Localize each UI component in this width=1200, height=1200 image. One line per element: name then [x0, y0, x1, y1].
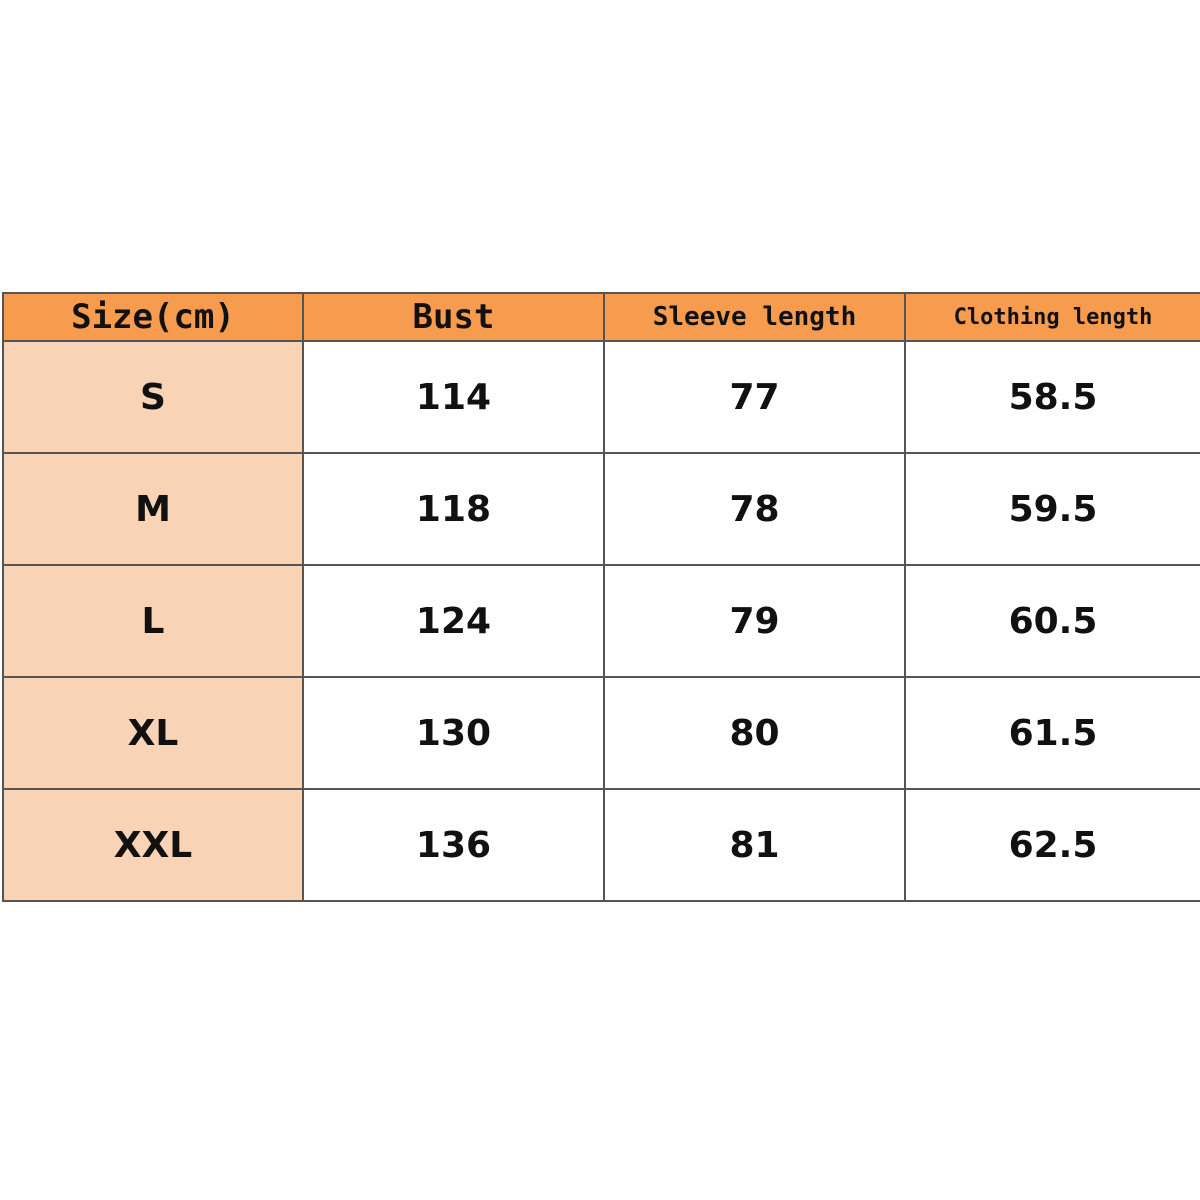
table-cell: 130: [302, 676, 605, 790]
header-cell: Bust: [302, 292, 605, 342]
table-cell: 81: [603, 788, 906, 902]
table-cell: 60.5: [904, 564, 1200, 678]
table-cell: XL: [2, 676, 304, 790]
table-row: M 118 78 59.5: [2, 452, 1200, 566]
size-table: Size(cm) Bust Sleeve length Clothing length…: [2, 292, 1200, 902]
table-cell: 77: [603, 340, 906, 454]
table-cell: 118: [302, 452, 605, 566]
table-cell: 58.5: [904, 340, 1200, 454]
table-cell: 114: [302, 340, 605, 454]
table-cell: 61.5: [904, 676, 1200, 790]
table-row: XXL 136 81 62.5: [2, 788, 1200, 902]
table-cell: L: [2, 564, 304, 678]
table-cell: 59.5: [904, 452, 1200, 566]
header-cell: Size(cm): [2, 292, 304, 342]
table-row: XL 130 80 61.5: [2, 676, 1200, 790]
table-cell: 136: [302, 788, 605, 902]
table-cell: 124: [302, 564, 605, 678]
table-cell: 80: [603, 676, 906, 790]
table-body: S 114 77 58.5 M 118 78 59.5 L 124 79 60.5 XL 130 80 61.…: [2, 340, 1200, 902]
table-cell: 62.5: [904, 788, 1200, 902]
table-cell: S: [2, 340, 304, 454]
table-row: L 124 79 60.5: [2, 564, 1200, 678]
table-cell: XXL: [2, 788, 304, 902]
header-cell: Sleeve length: [603, 292, 906, 342]
table-cell: 78: [603, 452, 906, 566]
table-cell: M: [2, 452, 304, 566]
table-cell: 79: [603, 564, 906, 678]
header-cell: Clothing length: [904, 292, 1200, 342]
table-row: S 114 77 58.5: [2, 340, 1200, 454]
header-row: Size(cm) Bust Sleeve length Clothing length: [2, 292, 1200, 342]
